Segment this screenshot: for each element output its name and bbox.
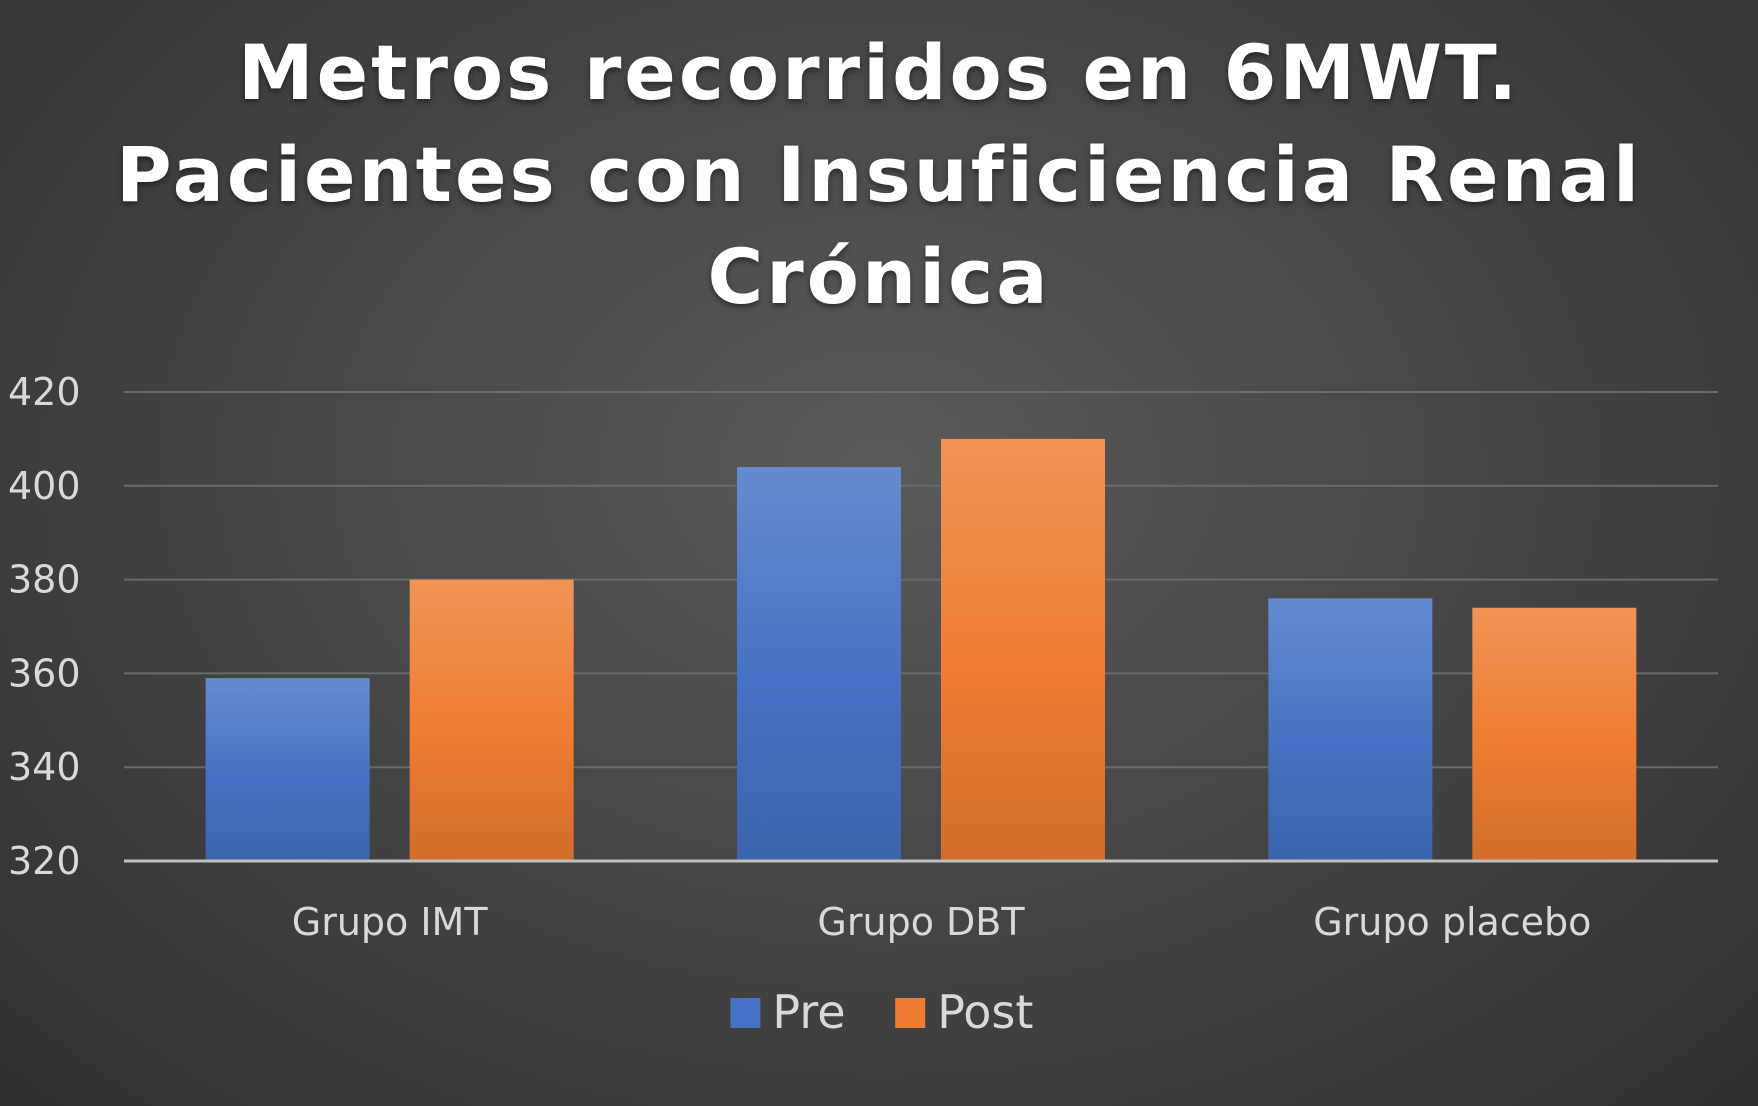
bar-pre-3 xyxy=(1268,598,1433,861)
x-category-label: Grupo IMT xyxy=(292,900,489,944)
chart-title-line-2: Pacientes con Insuficiencia Renal xyxy=(115,130,1643,219)
legend-label-post: Post xyxy=(937,985,1033,1039)
chart-title-line-3: Crónica xyxy=(707,232,1051,321)
y-tick-label: 320 xyxy=(8,839,81,883)
bar-post-1 xyxy=(409,579,574,861)
legend-swatch-pre xyxy=(730,998,761,1028)
bar-pre-1 xyxy=(205,678,370,861)
y-tick-label: 420 xyxy=(8,370,81,414)
y-tick-label: 380 xyxy=(8,558,81,602)
y-tick-label: 340 xyxy=(8,745,81,789)
y-tick-label: 360 xyxy=(8,651,81,695)
bar-post-3 xyxy=(1472,607,1637,861)
x-category-label: Grupo placebo xyxy=(1313,900,1591,944)
bar-post-2 xyxy=(941,438,1105,861)
chart-title: Metros recorridos en 6MWT. Pacientes con… xyxy=(0,22,1758,328)
bar-pre-2 xyxy=(737,467,901,861)
legend-label-pre: Pre xyxy=(772,985,845,1039)
legend-swatch-post xyxy=(895,998,926,1028)
chart-title-line-1: Metros recorridos en 6MWT. xyxy=(237,28,1521,117)
x-category-label: Grupo DBT xyxy=(817,900,1025,944)
y-tick-label: 400 xyxy=(8,464,81,508)
